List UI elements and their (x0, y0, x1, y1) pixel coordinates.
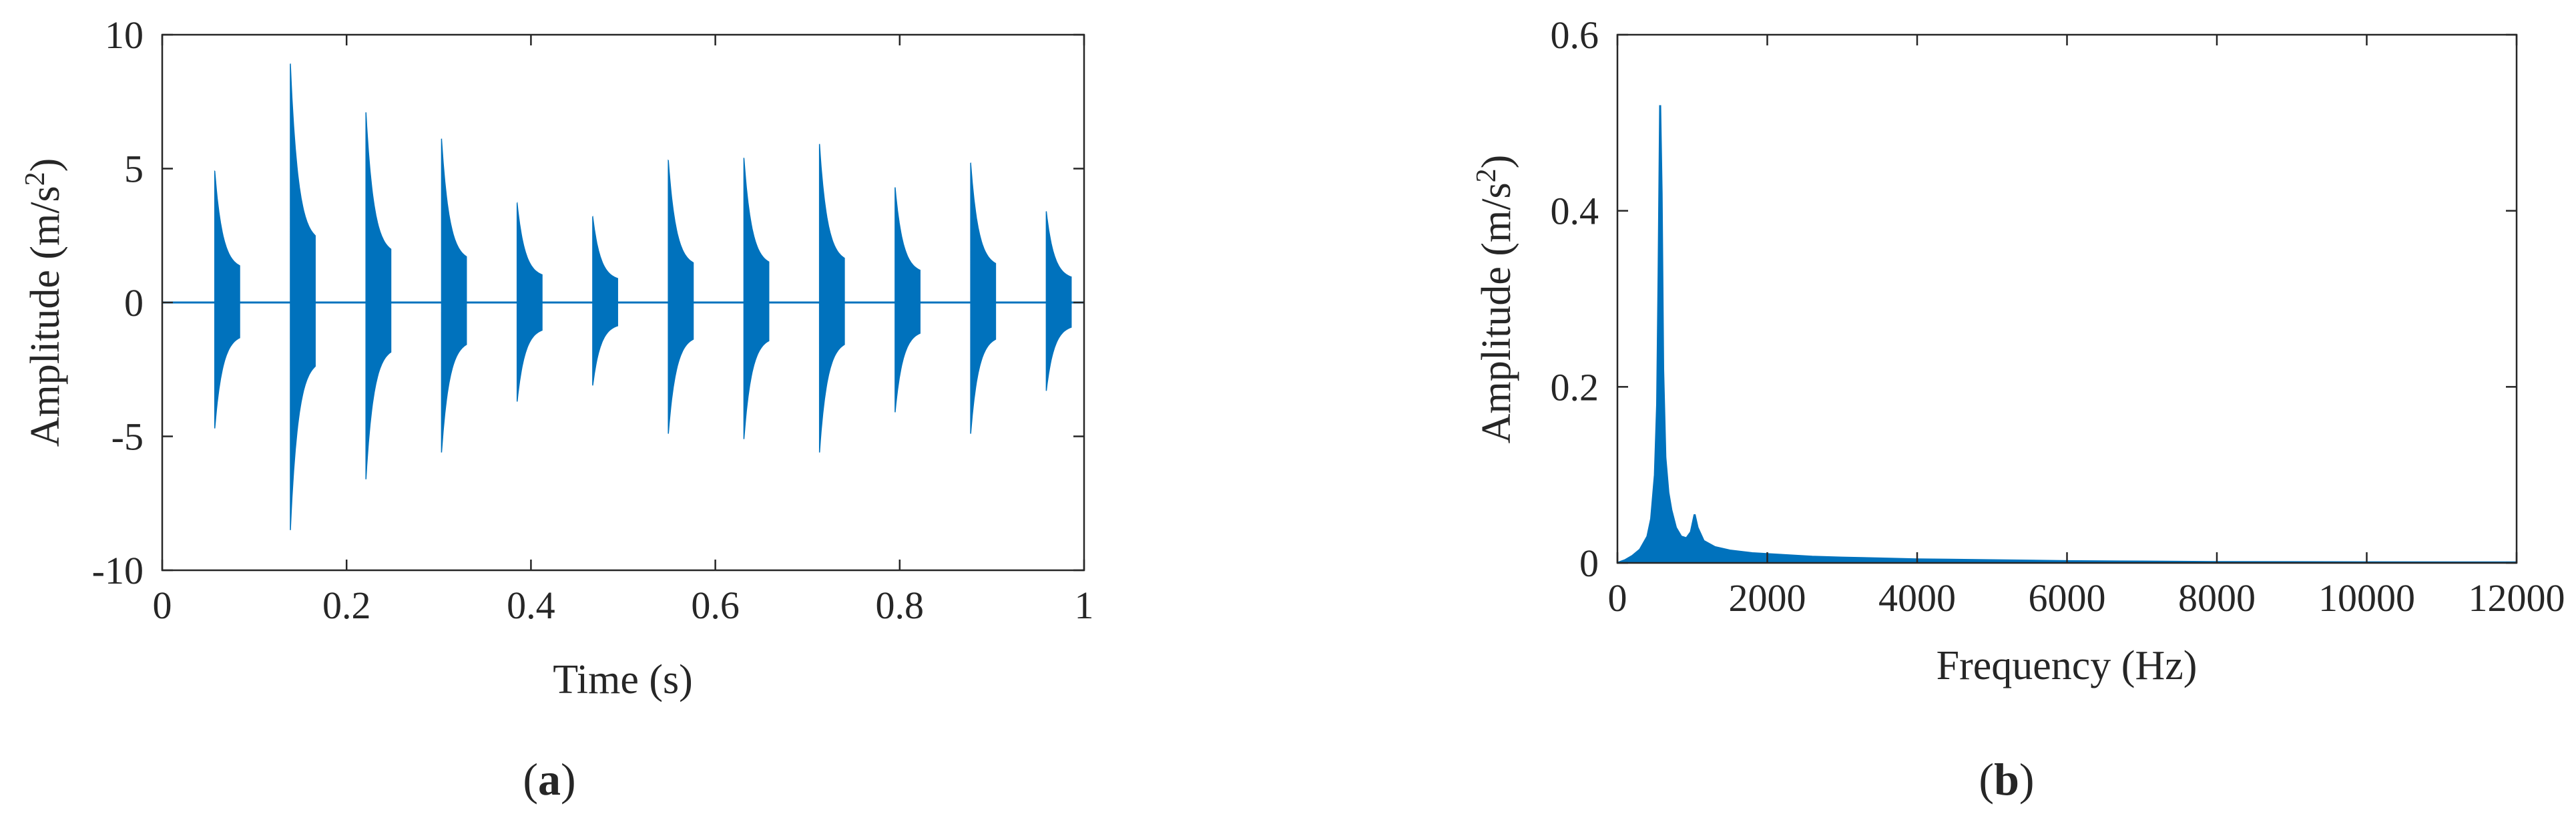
panel-a-burst (820, 144, 844, 452)
panel-b-y-tick-label: 0.6 (1551, 13, 1599, 57)
panel-b-y-tick-label: 0.2 (1551, 365, 1599, 409)
panel-a-burst (744, 158, 768, 439)
panel-b-label: (b) (1979, 754, 2034, 805)
panel-a-y-axis-label: Amplitude (m/s2) (20, 158, 68, 447)
panel-a-burst (971, 163, 995, 433)
panel-a-plot-area (162, 64, 1084, 530)
panel-b-y-axis-label-sup: 2 (1471, 168, 1502, 182)
panel-a-x-tick-label: 0.6 (691, 584, 740, 627)
panel-a-burst (441, 139, 466, 452)
panel-a-x-tick-label: 1 (1075, 584, 1094, 627)
panel-b-y-axis-label-main: Amplitude (m/s (1474, 182, 1519, 443)
panel-a-y-axis-label-end: ) (23, 158, 68, 172)
panel-a-burst (1046, 212, 1071, 391)
panel-a-burst (668, 160, 693, 433)
panel-a-label-letter: a (538, 754, 561, 805)
panel-a-burst (215, 172, 240, 429)
panel-a-burst (593, 217, 617, 386)
panel-a-burst (517, 204, 542, 402)
panel-b-x-tick-label: 4000 (1878, 576, 1956, 620)
panel-a-x-tick-label: 0 (153, 584, 172, 627)
panel-a-label: (a) (523, 754, 575, 805)
panel-b-spectrum-area (1617, 106, 2517, 564)
panel-b-y-tick-label: 0.4 (1551, 190, 1599, 233)
panel-a-y-tick-label: 0 (124, 281, 144, 325)
panel-b-x-tick-label: 6000 (2029, 576, 2106, 620)
panel-a-burst (895, 188, 920, 413)
panel-a-y-tick-label: -5 (111, 415, 144, 459)
panel-a-y-axis-label-main: Amplitude (m/s (23, 186, 68, 447)
panel-b-x-axis-label: Frequency (Hz) (1937, 643, 2198, 688)
panel-a-y-axis-label-sup: 2 (20, 172, 51, 186)
panel-a-x-tick-label: 0.8 (876, 584, 925, 627)
panel-b-x-tick-label: 0 (1608, 576, 1627, 620)
panel-b-label-letter: b (1994, 754, 2019, 805)
panel-b-x-tick-label: 12000 (2469, 576, 2565, 620)
panel-a-x-tick-label: 0.2 (322, 584, 371, 627)
panel-a-x-tick-label: 0.4 (507, 584, 555, 627)
panel-b-frequency-spectrum: 0 2000 4000 6000 8000 10000 12000 0 0.2 0.4 0.6 Fr… (1471, 13, 2565, 805)
panel-a-y-tick-label: -10 (92, 549, 144, 592)
panel-b-axes-box (1617, 35, 2517, 563)
panel-b-y-axis-label-end: ) (1474, 155, 1519, 169)
panel-a-y-tick-label: 10 (105, 13, 144, 57)
panel-a-y-tick-label: 5 (124, 148, 144, 191)
panel-b-y-tick-label: 0 (1579, 542, 1599, 585)
panel-b-ticks: 0 2000 4000 6000 8000 10000 12000 0 0.2 0.4 0.6 (1551, 13, 2565, 620)
panel-b-x-tick-label: 8000 (2178, 576, 2256, 620)
panel-a-burst (366, 112, 391, 479)
panel-b-x-tick-label: 10000 (2318, 576, 2415, 620)
panel-a-x-axis-label: Time (s) (553, 657, 693, 702)
panel-a-burst (290, 64, 315, 530)
panel-b-x-tick-label: 2000 (1729, 576, 1806, 620)
panel-b-spectrum-line (1617, 106, 2517, 564)
panel-b-plot-area (1617, 106, 2517, 564)
panel-b-y-axis-label: Amplitude (m/s2) (1471, 155, 1519, 444)
panel-a-time-signal: 0 0.2 0.4 0.6 0.8 1 -10 -5 0 5 10 Time (s) Amplitu… (20, 13, 1094, 805)
